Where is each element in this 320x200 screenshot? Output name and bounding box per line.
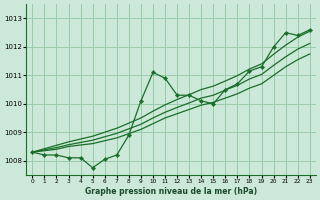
X-axis label: Graphe pression niveau de la mer (hPa): Graphe pression niveau de la mer (hPa) [85,187,257,196]
